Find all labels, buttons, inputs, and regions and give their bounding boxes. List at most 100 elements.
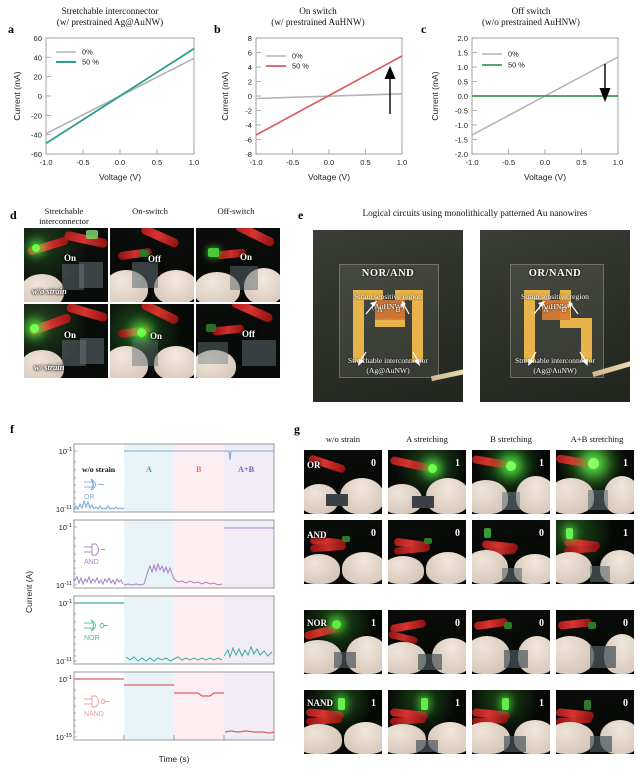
panel-d-photo-r1c1: On <box>110 304 194 378</box>
panel-a-xlabel: Voltage (V) <box>99 172 141 182</box>
panel-d-cell-state-r1c1: On <box>150 331 163 341</box>
panel-b-ytick-6: -4 <box>245 121 252 130</box>
panel-g-row-label-or: OR <box>307 460 321 470</box>
panel-g-photo-and-c1: 0 <box>388 520 466 584</box>
panel-e-image-1-heading: OR/NAND <box>528 268 582 279</box>
panel-g-row-label-nand: NAND <box>307 698 333 708</box>
panel-g-photo-nor-c0: NOR 1 <box>304 610 382 674</box>
panel-g-value-and-c1: 0 <box>455 528 460 539</box>
panel-e-image-0-caption-bottom-1: Stretchable interconnector <box>348 356 428 365</box>
panel-e-image-0-caption-top-1: Strain sensitive region <box>354 292 422 301</box>
panel-g-value-nor-c1: 0 <box>455 618 460 629</box>
panel-g-value-or-c0: 0 <box>371 458 376 469</box>
panel-f-nand-gate-label: NAND <box>84 711 104 718</box>
panel-g-value-nand-c3: 0 <box>623 698 628 709</box>
panel-a-legend: 0% 50 % <box>56 48 99 67</box>
panel-f-and-gate-icon <box>84 543 105 556</box>
panel-e-image-1: OR/NAND Strain sensitive region (AuHNW) … <box>480 230 630 402</box>
panel-d-column-header-2: Off-switch <box>196 206 276 216</box>
panel-d-photo-r0c2: On <box>196 228 280 302</box>
panel-c-xtick-1: -0.5 <box>502 158 515 167</box>
panel-g-column-header-3: A+B stretching <box>570 434 624 444</box>
panel-c-xtick-3: 0.5 <box>576 158 587 167</box>
panel-g-letter: g <box>294 422 300 436</box>
panel-a-series-50percent <box>45 47 195 145</box>
panel-f-nand-ytop-label: 10-1 <box>59 675 72 684</box>
panel-b-ytick-4: 0 <box>248 92 252 101</box>
panel-d-letter: d <box>10 208 17 222</box>
panel-b-legend-label-0: 0% <box>292 52 303 61</box>
panel-a-ytick-6: -60 <box>31 150 42 159</box>
panel-f-subplot-nand: 10-1 10-15 NAND <box>55 671 275 742</box>
panel-b-chart: 8 6 4 2 0 -2 -4 -6 -8 -1.0 -0.5 0.0 0.5 … <box>220 34 407 182</box>
panel-g-photo-or-c2: 1 <box>472 450 550 514</box>
panel-d-cell-state-r0c2: On <box>240 252 253 262</box>
panel-f-region-label-3: A+B <box>238 465 255 474</box>
panel-d-col1-line1: On-switch <box>132 206 168 216</box>
panel-b-xtick-2: 0.0 <box>324 158 335 167</box>
panel-e-image-1-caption-top-1: Strain sensitive region <box>521 292 589 301</box>
panel-g-value-nor-c3: 0 <box>623 618 628 629</box>
panel-f-nor-ytop-label: 10-1 <box>59 599 72 608</box>
panel-g-photo-nand-c3: 0 <box>556 690 634 754</box>
panel-a-ytick-4: -20 <box>31 111 42 120</box>
panel-f-or-gate-icon <box>84 478 104 491</box>
panel-c-ytick-7: -1.5 <box>455 136 468 145</box>
panel-a-title-line2: (w/ prestrained Ag@AuNW) <box>56 17 164 27</box>
panel-f-or-ybottom-label: 10-11 <box>56 505 72 514</box>
panel-b-series-50percent <box>255 55 403 136</box>
panel-b-ytick-5: -2 <box>245 107 252 116</box>
panel-b-title-line2: (w/ prestrained AuHNW) <box>271 17 365 27</box>
panel-d-column-header-0: Stretchable interconnector <box>24 206 104 226</box>
panel-b-ytick-0: 8 <box>248 34 252 43</box>
panel-c-chart: 2.0 1.5 1.0 0.5 0.0 -0.5 -1.0 -1.5 -2.0 … <box>430 34 624 182</box>
panel-g-column-header-2: B stretching <box>490 434 532 444</box>
panel-c-ytick-6: -1.0 <box>455 121 468 130</box>
panel-f-nor-ybottom-label: 10-11 <box>56 657 72 666</box>
panel-f-or-ytop-label: 10-1 <box>59 447 72 456</box>
panel-g-row-label-and: AND <box>307 530 327 540</box>
panel-b-ytick-8: -8 <box>245 150 252 159</box>
panel-c-xtick-2: 0.0 <box>540 158 551 167</box>
panel-f-xlabel: Time (s) <box>159 754 190 764</box>
panel-g-photo-nand-c0: NAND 1 <box>304 690 382 754</box>
panel-a-letter: a <box>8 22 14 36</box>
panel-d-cell-state-r0c1: Off <box>148 254 161 264</box>
panel-b-legend-label-1: 50 % <box>292 62 309 71</box>
panel-e-image-1-caption-bottom-1: Stretchable interconnector <box>515 356 595 365</box>
panel-b-xtick-0: -1.0 <box>249 158 262 167</box>
panel-f-subplot-nor: 10-1 10-11 NOR <box>56 595 275 666</box>
panel-d-photo-r1c2: Off <box>196 304 280 378</box>
panel-g-photo-or-c0: OR 0 <box>304 450 382 514</box>
panel-e-image-1-arrows-icon <box>528 301 588 366</box>
panel-g-value-nand-c0: 1 <box>371 698 376 709</box>
panel-b-ytick-3: 2 <box>248 78 252 87</box>
panel-e-title: Logical circuits using monolithically pa… <box>362 208 588 218</box>
panel-c-xlabel: Voltage (V) <box>524 172 566 182</box>
panel-b-ytick-2: 4 <box>248 63 252 72</box>
panel-d-photo-r0c0: On w/o strain <box>24 228 108 302</box>
panel-c-ytick-1: 1.5 <box>457 49 468 58</box>
panel-b-letter: b <box>214 22 221 36</box>
panel-f-nor-gate-icon <box>84 619 108 632</box>
panel-g-photo-and-c3: 1 <box>556 520 634 584</box>
panel-c-ytick-0: 2.0 <box>457 34 468 43</box>
panel-f-letter: f <box>10 422 14 436</box>
panel-d-row-label-1: w/ strain <box>34 362 65 372</box>
panel-c-title-line1: Off switch <box>511 6 551 16</box>
panel-b-ylabel: Current (mA) <box>220 71 230 120</box>
panel-c-xtick-4: 1.0 <box>613 158 624 167</box>
panel-g-photo-nand-c1: 1 <box>388 690 466 754</box>
panel-g-row-label-nor: NOR <box>307 618 327 628</box>
panel-d-cell-state-r0c0: On <box>64 253 77 263</box>
panel-g-value-nor-c2: 0 <box>539 618 544 629</box>
panel-g-photo-and-c2: 0 <box>472 520 550 584</box>
panel-d-row-label-0: w/o strain <box>32 286 67 296</box>
panel-g-photo-nor-c3: 0 <box>556 610 634 674</box>
panel-c-legend: 0% 50 % <box>482 50 525 70</box>
panel-a-xtick-4: 1.0 <box>189 158 200 167</box>
panel-g-value-nor-c0: 1 <box>371 618 376 629</box>
panel-d-col0-line1: Stretchable <box>44 206 84 216</box>
panel-c-ytick-3: 0.5 <box>457 78 468 87</box>
